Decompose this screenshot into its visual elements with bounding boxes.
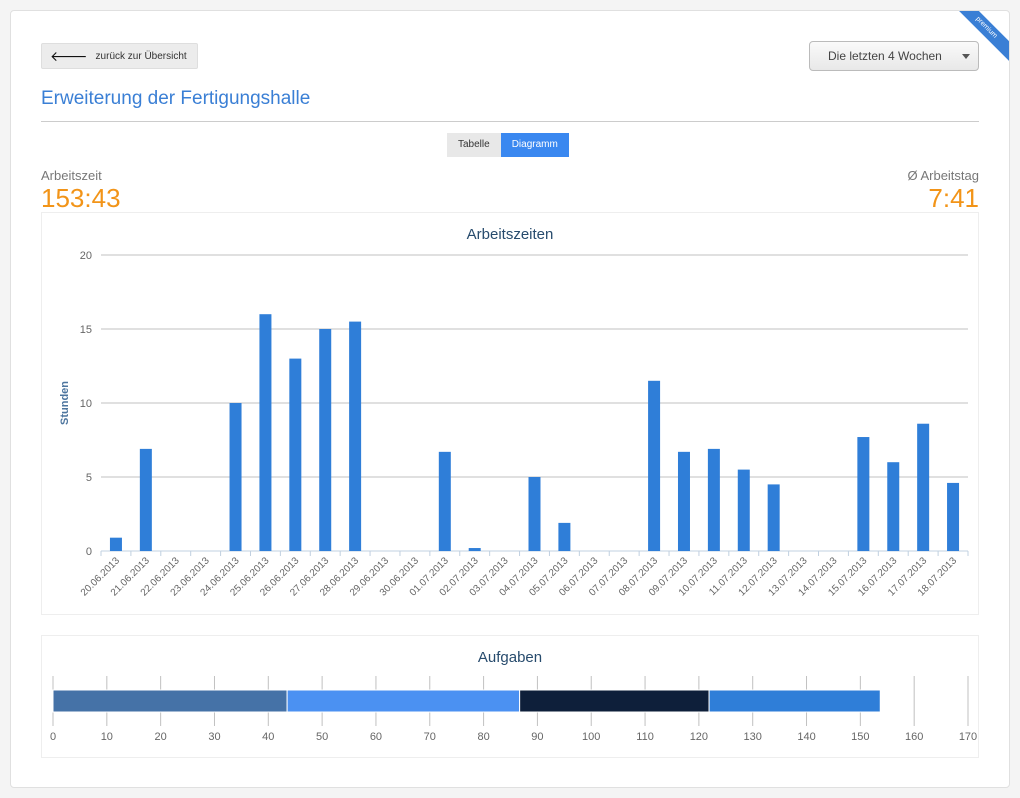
bar-segment <box>286 689 521 713</box>
x-tick-label: 50 <box>316 731 328 743</box>
y-tick-label: 0 <box>86 546 92 558</box>
x-tick-label: 20 <box>155 731 167 743</box>
bar <box>648 380 661 551</box>
x-tick-label: 120 <box>690 731 708 743</box>
chart-title: Arbeitszeiten <box>467 226 554 243</box>
caret-down-icon <box>962 54 970 59</box>
x-tick-label: 100 <box>582 731 600 743</box>
bar <box>707 448 720 551</box>
chart-title: Aufgaben <box>478 649 542 666</box>
arrow-left-icon: 🡐 <box>50 48 88 64</box>
x-tick-label: 80 <box>477 731 489 743</box>
x-tick-label: 170 <box>959 731 977 743</box>
tab-table[interactable]: Tabelle <box>447 133 501 157</box>
bar <box>528 477 541 551</box>
x-tick-label: 140 <box>797 731 815 743</box>
date-range-select[interactable]: Die letzten 4 Wochen <box>809 41 979 71</box>
bar <box>349 321 362 551</box>
main-panel: premium 🡐 zurück zur Übersicht Die letzt… <box>10 10 1010 788</box>
x-tick-label: 0 <box>50 731 56 743</box>
x-tick-label: 30 <box>208 731 220 743</box>
avg-day-label: Ø Arbeitstag <box>907 168 979 183</box>
bar-segment <box>708 689 881 713</box>
x-tick-label: 150 <box>851 731 869 743</box>
x-tick-label: 40 <box>262 731 274 743</box>
divider <box>41 121 979 122</box>
x-tick-label: 10 <box>101 731 113 743</box>
bar <box>677 451 690 551</box>
bar <box>887 462 900 551</box>
back-button[interactable]: 🡐 zurück zur Übersicht <box>41 43 198 69</box>
bar <box>319 329 332 551</box>
bar <box>139 448 152 551</box>
bar <box>558 522 571 551</box>
tasks-chart: Aufgaben 0 10 20 30 40 50 60 70 80 90 100 110 120 130 1… <box>50 649 977 743</box>
y-tick-label: 10 <box>80 398 92 410</box>
back-button-label: zurück zur Übersicht <box>95 50 187 62</box>
x-tick-label: 160 <box>905 731 923 743</box>
y-tick-label: 15 <box>80 324 92 336</box>
bar <box>229 403 242 551</box>
avg-day-value: 7:41 <box>928 183 979 213</box>
bar-segment <box>519 689 710 713</box>
date-range-value: Die letzten 4 Wochen <box>828 49 942 63</box>
tasks-chart-box: Aufgaben 0 10 20 30 40 50 60 70 80 90 100 110 120 130 1… <box>41 635 979 758</box>
y-tick-label: 5 <box>86 472 92 484</box>
bar <box>259 314 272 551</box>
bar <box>109 537 122 551</box>
bar <box>947 482 960 551</box>
bar <box>468 548 481 551</box>
work-time-label: Arbeitszeit <box>41 168 102 183</box>
work-hours-chart-box: Arbeitszeiten Stunden 0 5 10 15 20 20.06.2013 21… <box>41 212 979 615</box>
page-title: Erweiterung der Fertigungshalle <box>41 88 311 109</box>
bar <box>857 437 870 551</box>
bar <box>438 451 451 551</box>
bar <box>737 469 750 551</box>
x-tick-label: 60 <box>370 731 382 743</box>
bar-segment <box>52 689 288 713</box>
work-hours-chart: ArbeitszeitenStunden0510152020.06.201321… <box>59 226 969 599</box>
x-tick-label: 90 <box>531 731 543 743</box>
x-tick-label: 70 <box>424 731 436 743</box>
bar <box>767 484 780 551</box>
view-toggle: Tabelle Diagramm <box>447 133 569 157</box>
bar <box>289 358 302 551</box>
bar <box>917 423 930 551</box>
y-axis-label: Stunden <box>59 381 71 425</box>
x-tick-label: 130 <box>744 731 762 743</box>
work-time-value: 153:43 <box>41 183 121 213</box>
x-tick-label: 110 <box>636 731 654 743</box>
y-tick-label: 20 <box>80 250 92 262</box>
tab-chart[interactable]: Diagramm <box>500 133 569 157</box>
